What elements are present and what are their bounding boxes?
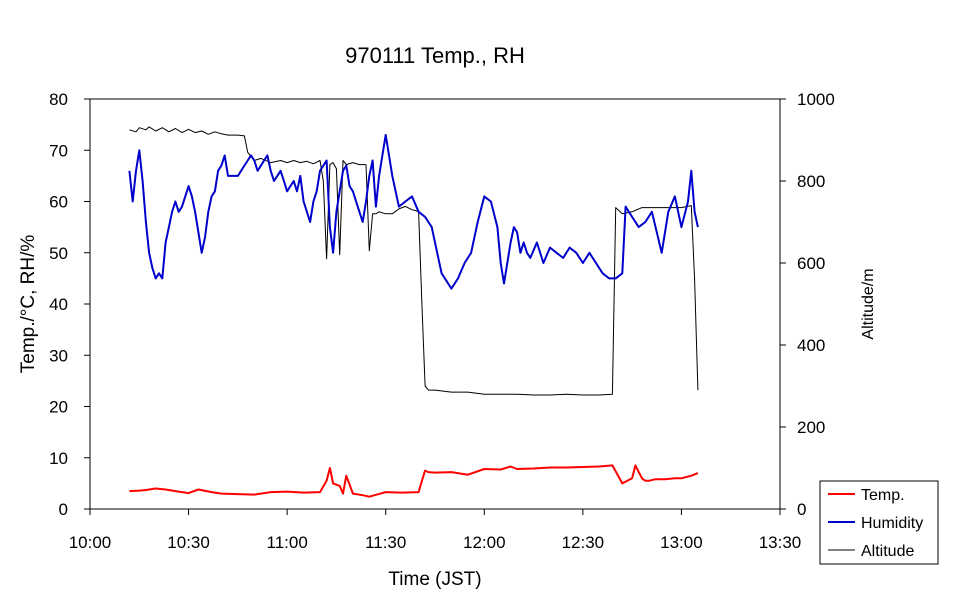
- x-tick-label: 13:30: [759, 533, 802, 552]
- y-left-tick-label: 40: [49, 295, 68, 314]
- x-axis: 10:00 10:30 11:00 11:30 12:00 12:30 13:00 13:30: [69, 509, 802, 552]
- y-left-tick-label: 10: [49, 449, 68, 468]
- plot-area: [89, 98, 781, 510]
- y-right-tick-label: 400: [797, 336, 825, 355]
- y-axis-left-label: Temp./°C, RH/%: [18, 235, 39, 374]
- x-tick-label: 10:00: [69, 533, 112, 552]
- y-left-tick-label: 0: [59, 500, 68, 519]
- x-tick-label: 11:30: [365, 533, 406, 552]
- x-tick-label: 10:30: [167, 533, 210, 552]
- y-left-tick-label: 50: [49, 244, 68, 263]
- series-line-altitude: [129, 126, 699, 396]
- x-tick-label: 13:00: [660, 533, 703, 552]
- x-tick-label: 12:00: [463, 533, 506, 552]
- y-right-tick-label: 800: [797, 172, 825, 191]
- x-tick-label: 11:00: [267, 533, 308, 552]
- chart-title: 970111 Temp., RH: [345, 43, 525, 68]
- y-axis-left: 0 10 20 30 40 50 60 70 80: [49, 90, 90, 519]
- y-right-tick-label: 1000: [797, 90, 835, 109]
- y-left-tick-label: 20: [49, 398, 68, 417]
- y-axis-right-label: Altitude/m: [860, 268, 877, 339]
- y-left-tick-label: 60: [49, 193, 68, 212]
- series-line-temp: [129, 464, 699, 498]
- series-line-humidity: [128, 133, 699, 290]
- legend: Temp. Humidity Altitude: [819, 480, 939, 565]
- legend-label-altitude: Altitude: [861, 543, 914, 560]
- legend-label-temp: Temp.: [861, 487, 905, 504]
- x-tick-label: 12:30: [562, 533, 605, 552]
- y-left-tick-label: 70: [49, 141, 68, 160]
- y-right-tick-label: 600: [797, 254, 825, 273]
- legend-label-humidity: Humidity: [861, 515, 923, 532]
- series-layer: [128, 126, 699, 498]
- y-right-tick-label: 0: [797, 500, 806, 519]
- y-left-tick-label: 30: [49, 346, 68, 365]
- y-left-tick-label: 80: [49, 90, 68, 109]
- y-axis-right: 0 200 400 600 800 1000: [780, 90, 835, 519]
- y-right-tick-label: 200: [797, 418, 825, 437]
- x-axis-label: Time (JST): [388, 569, 481, 590]
